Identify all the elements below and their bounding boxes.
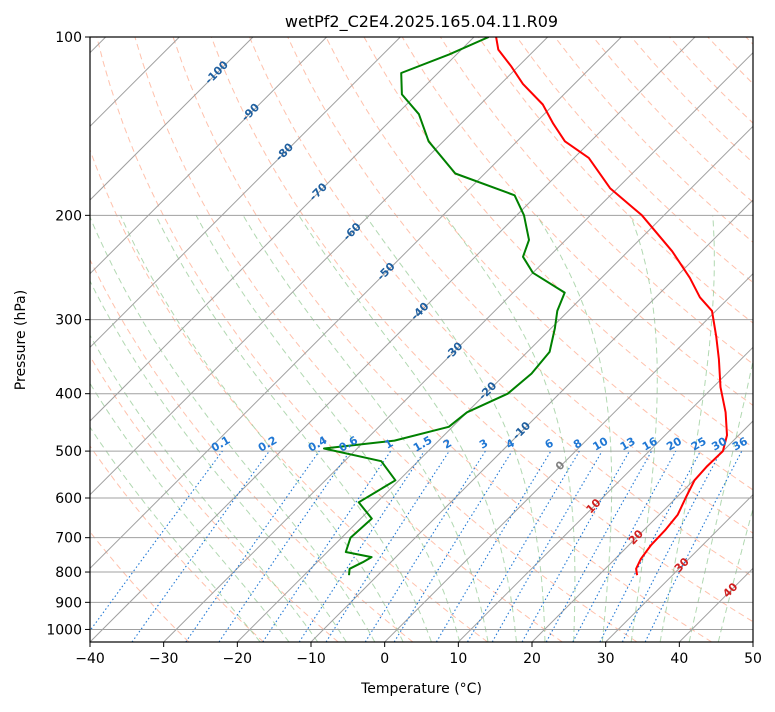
x-tick-label: 0 [380, 651, 389, 667]
x-tick-label: 40 [670, 651, 688, 667]
y-tick-label: 1000 [46, 622, 82, 638]
y-tick-label: 500 [55, 444, 82, 460]
y-tick-label: 300 [55, 313, 82, 329]
isotherm-line [753, 37, 775, 642]
y-tick-label: 800 [55, 565, 82, 581]
chart-title: wetPf2_C2E4.2025.165.04.11.R09 [285, 12, 558, 32]
x-axis-label: Temperature (°C) [360, 681, 482, 697]
x-tick-label: −10 [296, 651, 326, 667]
y-tick-label: 100 [55, 30, 82, 46]
y-tick-label: 200 [55, 208, 82, 224]
x-tick-label: −30 [149, 651, 179, 667]
x-tick-label: 20 [523, 651, 541, 667]
y-tick-label: 600 [55, 491, 82, 507]
y-tick-label: 400 [55, 387, 82, 403]
y-tick-label: 700 [55, 531, 82, 547]
y-axis-label: Pressure (hPa) [13, 290, 29, 390]
y-tick-label: 900 [55, 595, 82, 611]
x-tick-label: 50 [744, 651, 762, 667]
x-tick-label: −40 [75, 651, 105, 667]
x-tick-label: 10 [449, 651, 467, 667]
x-tick-label: 30 [597, 651, 615, 667]
x-tick-label: −20 [223, 651, 253, 667]
